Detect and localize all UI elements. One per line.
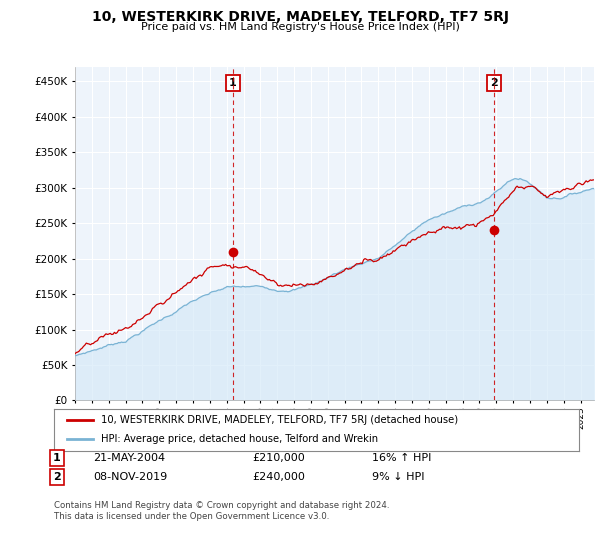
Text: 2: 2 — [490, 78, 497, 88]
Text: 16% ↑ HPI: 16% ↑ HPI — [372, 453, 431, 463]
Text: 10, WESTERKIRK DRIVE, MADELEY, TELFORD, TF7 5RJ (detached house): 10, WESTERKIRK DRIVE, MADELEY, TELFORD, … — [101, 415, 458, 425]
Text: 1: 1 — [229, 78, 237, 88]
Text: Contains HM Land Registry data © Crown copyright and database right 2024.
This d: Contains HM Land Registry data © Crown c… — [54, 501, 389, 521]
Text: HPI: Average price, detached house, Telford and Wrekin: HPI: Average price, detached house, Telf… — [101, 435, 379, 445]
Text: £210,000: £210,000 — [252, 453, 305, 463]
Text: 10, WESTERKIRK DRIVE, MADELEY, TELFORD, TF7 5RJ: 10, WESTERKIRK DRIVE, MADELEY, TELFORD, … — [91, 10, 509, 24]
Text: £240,000: £240,000 — [252, 472, 305, 482]
Text: 21-MAY-2004: 21-MAY-2004 — [93, 453, 165, 463]
Text: 9% ↓ HPI: 9% ↓ HPI — [372, 472, 425, 482]
Text: 08-NOV-2019: 08-NOV-2019 — [93, 472, 167, 482]
Text: Price paid vs. HM Land Registry's House Price Index (HPI): Price paid vs. HM Land Registry's House … — [140, 22, 460, 32]
Text: 1: 1 — [53, 453, 61, 463]
Text: 2: 2 — [53, 472, 61, 482]
